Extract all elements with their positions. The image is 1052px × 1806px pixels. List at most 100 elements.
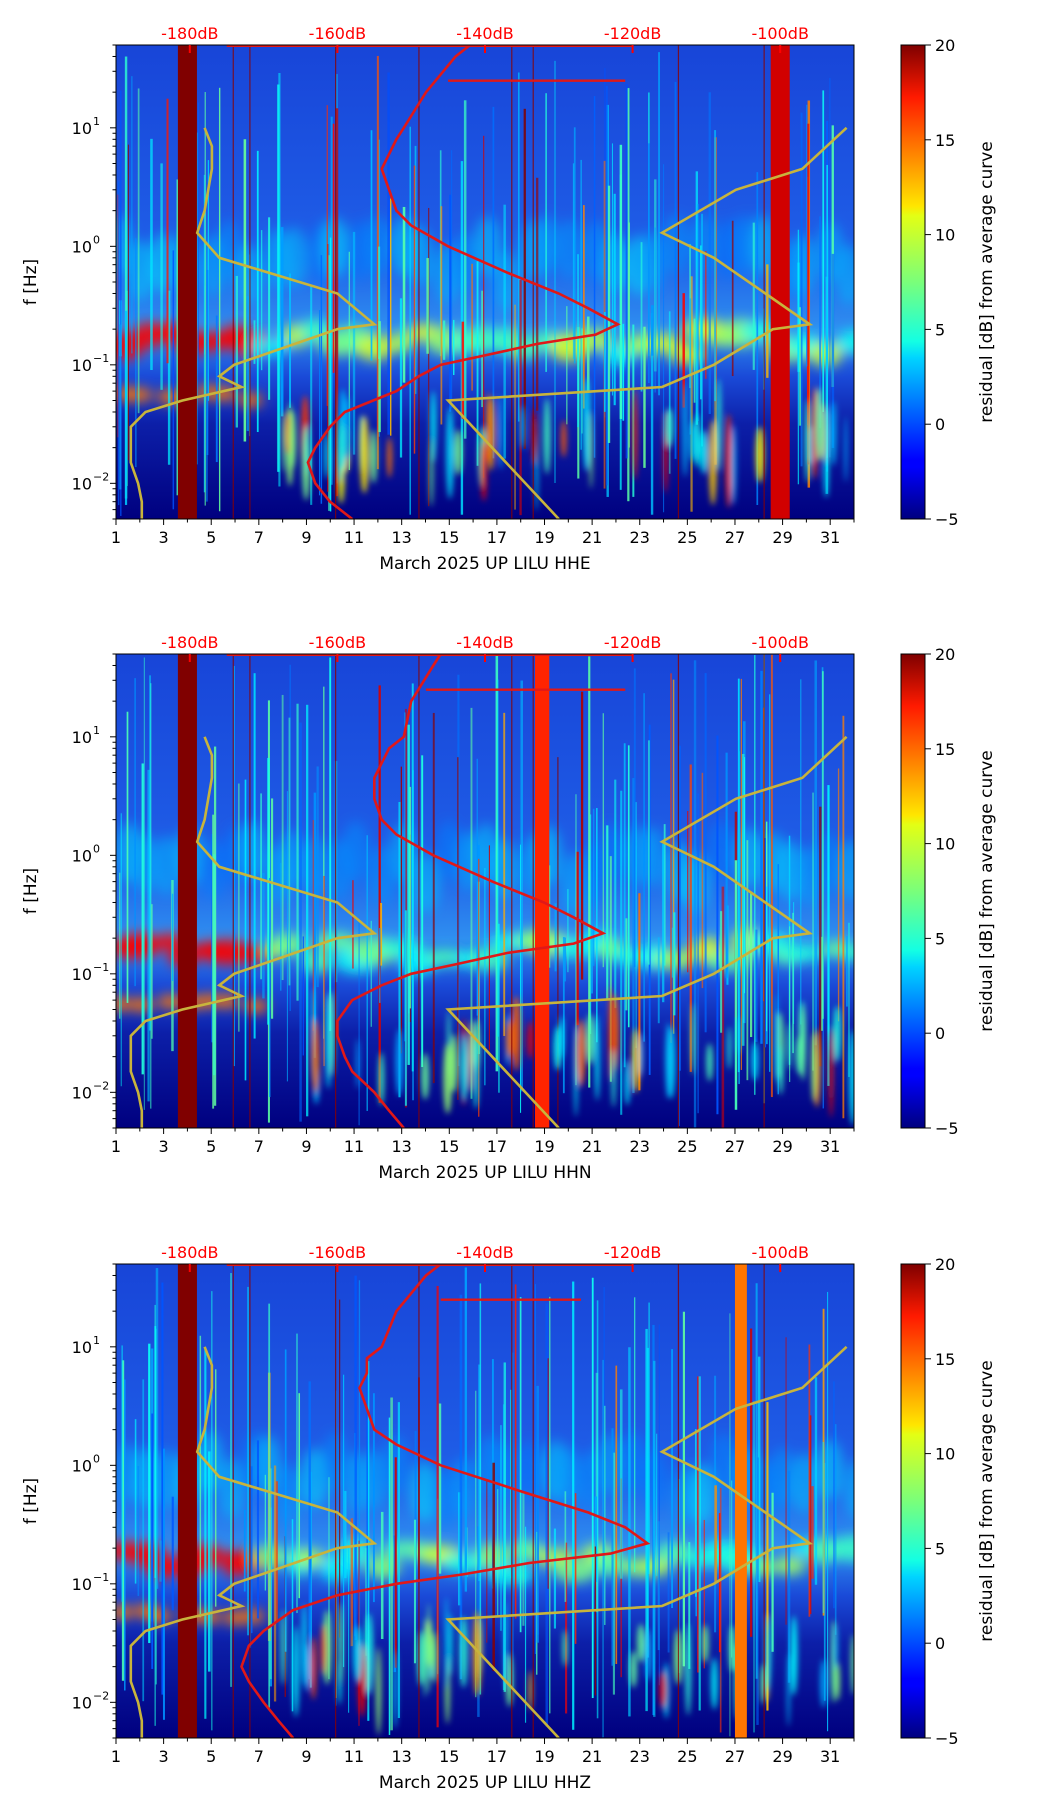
streak bbox=[770, 654, 773, 1098]
streak bbox=[771, 1492, 774, 1652]
low-noise-model-line bbox=[129, 1346, 378, 1738]
streak bbox=[586, 316, 590, 393]
streak bbox=[789, 926, 791, 1082]
band-blob bbox=[243, 999, 268, 1014]
x-tick-label: 9 bbox=[301, 1137, 311, 1156]
streak bbox=[814, 660, 818, 1046]
gap-line bbox=[335, 45, 337, 519]
streak bbox=[719, 1487, 722, 1733]
streak bbox=[811, 1486, 814, 1579]
spindle bbox=[280, 1609, 286, 1686]
spindle bbox=[716, 378, 722, 472]
streak bbox=[323, 875, 325, 1067]
streak bbox=[522, 1492, 525, 1626]
low-noise-model-line bbox=[129, 127, 378, 519]
spindle bbox=[690, 1003, 695, 1075]
spindle bbox=[282, 410, 286, 473]
spindle bbox=[632, 1028, 640, 1093]
streak bbox=[612, 1452, 615, 1695]
spindle bbox=[558, 1016, 565, 1059]
x-tick-label: 15 bbox=[439, 1747, 459, 1766]
x-tick-label: 29 bbox=[772, 1137, 792, 1156]
colorbar-tick-label: −5 bbox=[935, 1729, 959, 1748]
spindle bbox=[423, 1616, 427, 1698]
transient-streaks bbox=[121, 1267, 854, 1738]
streak bbox=[766, 1402, 769, 1711]
streak bbox=[594, 1496, 598, 1583]
streak bbox=[606, 85, 608, 486]
x-tick-label: 5 bbox=[206, 1137, 216, 1156]
spindle bbox=[725, 413, 733, 508]
streak bbox=[458, 1492, 461, 1606]
spindle bbox=[804, 399, 810, 484]
streak bbox=[204, 1347, 207, 1719]
streak bbox=[413, 1519, 417, 1664]
x-tick-label: 11 bbox=[344, 528, 364, 547]
streak bbox=[399, 298, 403, 458]
top-tick-label: -140dB bbox=[456, 633, 513, 652]
gap-line bbox=[249, 45, 251, 519]
spindle bbox=[473, 1040, 479, 1109]
top-tick-label: -180dB bbox=[161, 24, 218, 43]
streak bbox=[394, 1457, 397, 1668]
streak bbox=[819, 806, 822, 1067]
streak bbox=[827, 1291, 829, 1732]
streak bbox=[288, 717, 291, 986]
spindle bbox=[811, 1033, 817, 1103]
x-tick-label: 3 bbox=[159, 1137, 169, 1156]
spindle bbox=[833, 1624, 838, 1670]
gap-line bbox=[677, 654, 680, 1128]
spindle bbox=[728, 1625, 736, 1672]
streak bbox=[633, 668, 636, 968]
streak bbox=[822, 90, 825, 413]
streak bbox=[591, 929, 593, 994]
gap-line bbox=[763, 1264, 765, 1738]
streak bbox=[208, 1451, 211, 1672]
low-noise-model-line bbox=[129, 736, 378, 1128]
streak bbox=[657, 1521, 660, 1651]
x-tick-label: 27 bbox=[725, 1747, 745, 1766]
low-frequency-spindles bbox=[310, 985, 854, 1126]
streak bbox=[387, 72, 390, 435]
spindle bbox=[393, 1649, 398, 1729]
streak bbox=[379, 928, 381, 1003]
streak bbox=[662, 843, 665, 1003]
streak bbox=[354, 1432, 356, 1637]
streak bbox=[253, 673, 256, 1039]
colorbar-tick-label: 10 bbox=[935, 226, 955, 245]
spindle bbox=[830, 400, 837, 466]
band-blob bbox=[815, 1439, 844, 1500]
streak bbox=[687, 810, 689, 973]
streak bbox=[161, 1282, 164, 1695]
streak bbox=[218, 87, 221, 512]
streak bbox=[407, 724, 410, 1065]
band-blob bbox=[279, 227, 308, 288]
x-tick-label: 7 bbox=[254, 528, 264, 547]
streak bbox=[212, 854, 216, 1076]
streak bbox=[800, 112, 803, 467]
spindle bbox=[503, 1601, 509, 1689]
gap-line bbox=[418, 45, 420, 519]
streak bbox=[757, 1356, 761, 1583]
streak bbox=[204, 92, 206, 506]
streak bbox=[812, 792, 814, 1071]
streak bbox=[524, 1526, 527, 1723]
streak bbox=[808, 1344, 811, 1617]
x-tick-label: 1 bbox=[111, 528, 121, 547]
spindle bbox=[793, 1620, 797, 1691]
streak bbox=[731, 220, 734, 377]
streak bbox=[548, 865, 551, 968]
streak bbox=[119, 324, 122, 490]
band-blob bbox=[790, 1453, 819, 1514]
spectrogram-texture bbox=[116, 45, 854, 519]
spindle bbox=[644, 1628, 652, 1681]
streak bbox=[628, 222, 630, 448]
band-blob bbox=[837, 840, 854, 901]
streak bbox=[576, 851, 579, 1026]
streak bbox=[273, 1465, 277, 1702]
streak bbox=[658, 52, 660, 396]
streak bbox=[352, 880, 354, 969]
spindle bbox=[611, 1049, 616, 1108]
streak bbox=[453, 319, 455, 376]
streak bbox=[620, 790, 623, 1115]
